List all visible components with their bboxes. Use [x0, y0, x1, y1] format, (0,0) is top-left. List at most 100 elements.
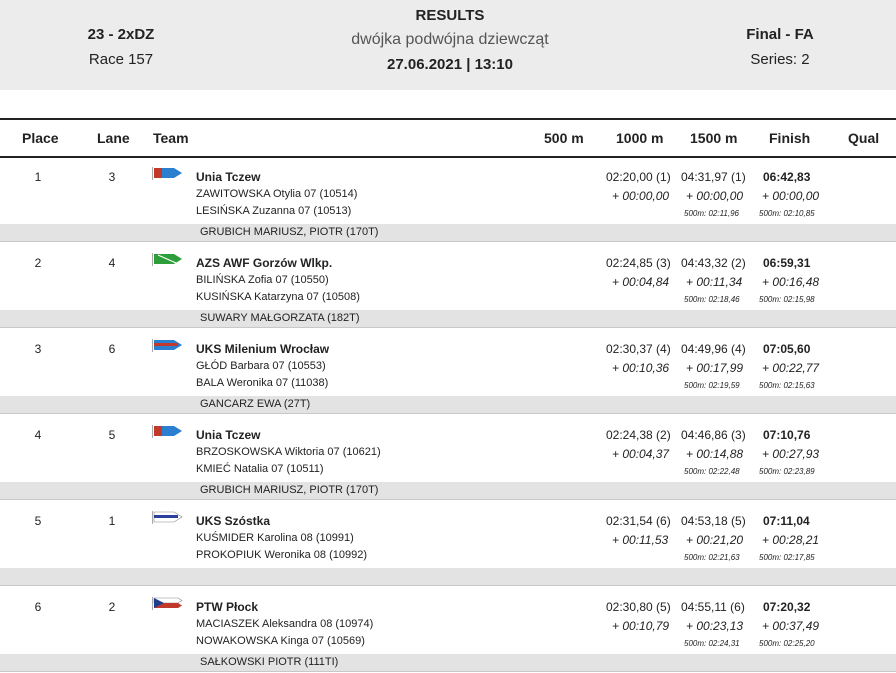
diff-finish: + 00:16,48: [762, 275, 820, 289]
split-1500m: 500m: 02:22,48: [684, 467, 740, 476]
split-finish: 500m: 02:10,85: [759, 209, 815, 218]
diff-finish: + 00:00,00: [762, 189, 820, 203]
time-1000m: 02:20,00 (1): [606, 170, 671, 184]
time-finish: 07:20,32: [763, 600, 811, 614]
lane: 4: [108, 256, 116, 270]
diff-finish: + 00:27,93: [762, 447, 820, 461]
time-finish: 06:59,31: [763, 256, 811, 270]
time-1500m: 04:55,11 (6): [681, 600, 745, 614]
time-finish: 07:11,04: [763, 514, 810, 528]
coach-name: SUWARY MAŁGORZATA (182T): [200, 312, 360, 324]
crew-member: NOWAKOWSKA Kinga 07 (10569): [196, 635, 365, 647]
team-name: UKS Szóstka: [196, 514, 271, 528]
diff-1500m: + 00:17,99: [686, 361, 744, 375]
split-finish: 500m: 02:15,98: [759, 295, 815, 304]
time-1000m: 02:24,85 (3): [606, 256, 671, 270]
unia-tczew-flag-icon: [152, 167, 182, 180]
split-1500m: 500m: 02:19,59: [684, 381, 740, 390]
team-name: AZS AWF Gorzów Wlkp.: [196, 256, 333, 270]
split-1500m: 500m: 02:11,96: [684, 209, 740, 218]
crew-member: KMIEĆ Natalia 07 (10511): [196, 463, 324, 475]
crew-member: KUŚMIDER Karolina 08 (10991): [196, 532, 354, 544]
time-finish: 07:05,60: [763, 342, 811, 356]
lane: 3: [108, 170, 116, 184]
milenium-flag-icon: [152, 339, 182, 352]
time-1000m: 02:24,38 (2): [606, 428, 671, 442]
column-header-row: Place Lane Team 500 m 1000 m 1500 m Fini…: [0, 118, 896, 158]
place: 4: [34, 428, 42, 442]
team-name: Unia Tczew: [196, 170, 261, 184]
race-datetime: 27.06.2021 | 13:10: [387, 56, 513, 73]
split-finish: 500m: 02:17,85: [759, 553, 815, 562]
lane: 5: [108, 428, 116, 442]
time-1000m: 02:30,80 (5): [606, 600, 671, 614]
diff-1500m: + 00:11,34: [686, 275, 743, 289]
crew-member: LESIŃSKA Zuzanna 07 (10513): [196, 205, 352, 217]
coach-bar: SAŁKOWSKI PIOTR (111TI): [0, 654, 896, 672]
diff-1000m: + 00:10,79: [612, 619, 670, 633]
crew-member: KUSIŃSKA Katarzyna 07 (10508): [196, 291, 360, 303]
coach-bar: [0, 568, 896, 586]
crew-member: BILIŃSKA Zofia 07 (10550): [196, 274, 329, 286]
col-500m: 500 m: [544, 130, 584, 146]
crew-member: MACIASZEK Aleksandra 08 (10974): [196, 618, 374, 630]
coach-bar: GRUBICH MARIUSZ, PIOTR (170T): [0, 224, 896, 242]
time-finish: 07:10,76: [763, 428, 811, 442]
time-1500m: 04:53,18 (5): [681, 514, 746, 528]
diff-finish: + 00:37,49: [762, 619, 820, 633]
place: 3: [34, 342, 42, 356]
team-name: PTW Płock: [196, 600, 259, 614]
diff-1000m: + 00:11,53: [612, 533, 669, 547]
split-finish: 500m: 02:23,89: [759, 467, 815, 476]
coach-name: SAŁKOWSKI PIOTR (111TI): [200, 656, 339, 668]
results-header: 23 - 2xDZ Race 157 RESULTS dwójka podwój…: [0, 0, 896, 90]
split-finish: 500m: 02:25,20: [759, 639, 815, 648]
place: 6: [34, 600, 42, 614]
place: 5: [34, 514, 42, 528]
col-team: Team: [153, 130, 189, 146]
col-lane: Lane: [97, 130, 130, 146]
split-finish: 500m: 02:15,63: [759, 381, 815, 390]
time-finish: 06:42,83: [763, 170, 811, 184]
time-1500m: 04:49,96 (4): [681, 342, 746, 356]
ptw-plock-flag-icon: [152, 597, 183, 610]
diff-1000m: + 00:00,00: [612, 189, 670, 203]
final-label: Final - FA: [746, 26, 814, 43]
unia-tczew-flag-icon: [152, 425, 182, 438]
coach-bar: GRUBICH MARIUSZ, PIOTR (170T): [0, 482, 896, 500]
race-number: Race 157: [88, 51, 154, 68]
coach-bar: GANCARZ EWA (27T): [0, 396, 896, 414]
split-1500m: 500m: 02:18,46: [684, 295, 740, 304]
coach-bar: SUWARY MAŁGORZATA (182T): [0, 310, 896, 328]
page-title: RESULTS: [415, 7, 485, 24]
crew-member: PROKOPIUK Weronika 08 (10992): [196, 549, 367, 561]
time-1500m: 04:46,86 (3): [681, 428, 746, 442]
lane: 6: [108, 342, 116, 356]
coach-name: GANCARZ EWA (27T): [200, 398, 311, 410]
series-label: Series: 2: [750, 51, 810, 68]
split-1500m: 500m: 02:21,63: [684, 553, 740, 562]
time-1000m: 02:30,37 (4): [606, 342, 671, 356]
time-1500m: 04:31,97 (1): [681, 170, 746, 184]
crew-member: GŁÓD Barbara 07 (10553): [196, 360, 326, 372]
crew-member: BALA Weronika 07 (11038): [196, 377, 329, 389]
event-code: 23 - 2xDZ: [87, 26, 155, 43]
diff-finish: + 00:28,21: [762, 533, 820, 547]
lane: 2: [108, 600, 116, 614]
place: 1: [34, 170, 42, 184]
col-finish: Finish: [769, 130, 811, 146]
col-place: Place: [22, 130, 59, 146]
diff-1000m: + 00:04,37: [612, 447, 670, 461]
coach-name: GRUBICH MARIUSZ, PIOTR (170T): [200, 484, 379, 496]
lane: 1: [108, 514, 116, 528]
team-name: UKS Milenium Wrocław: [196, 342, 330, 356]
crew-member: BRZOSKOWSKA Wiktoria 07 (10621): [196, 446, 381, 458]
crew-member: ZAWITOWSKA Otylia 07 (10514): [196, 188, 358, 200]
place: 2: [34, 256, 42, 270]
diff-1500m: + 00:14,88: [686, 447, 744, 461]
azs-awf-flag-icon: [152, 253, 182, 266]
diff-1500m: + 00:21,20: [686, 533, 744, 547]
diff-1000m: + 00:04,84: [612, 275, 670, 289]
col-qual: Qual: [848, 130, 880, 146]
col-1500m: 1500 m: [690, 130, 738, 146]
